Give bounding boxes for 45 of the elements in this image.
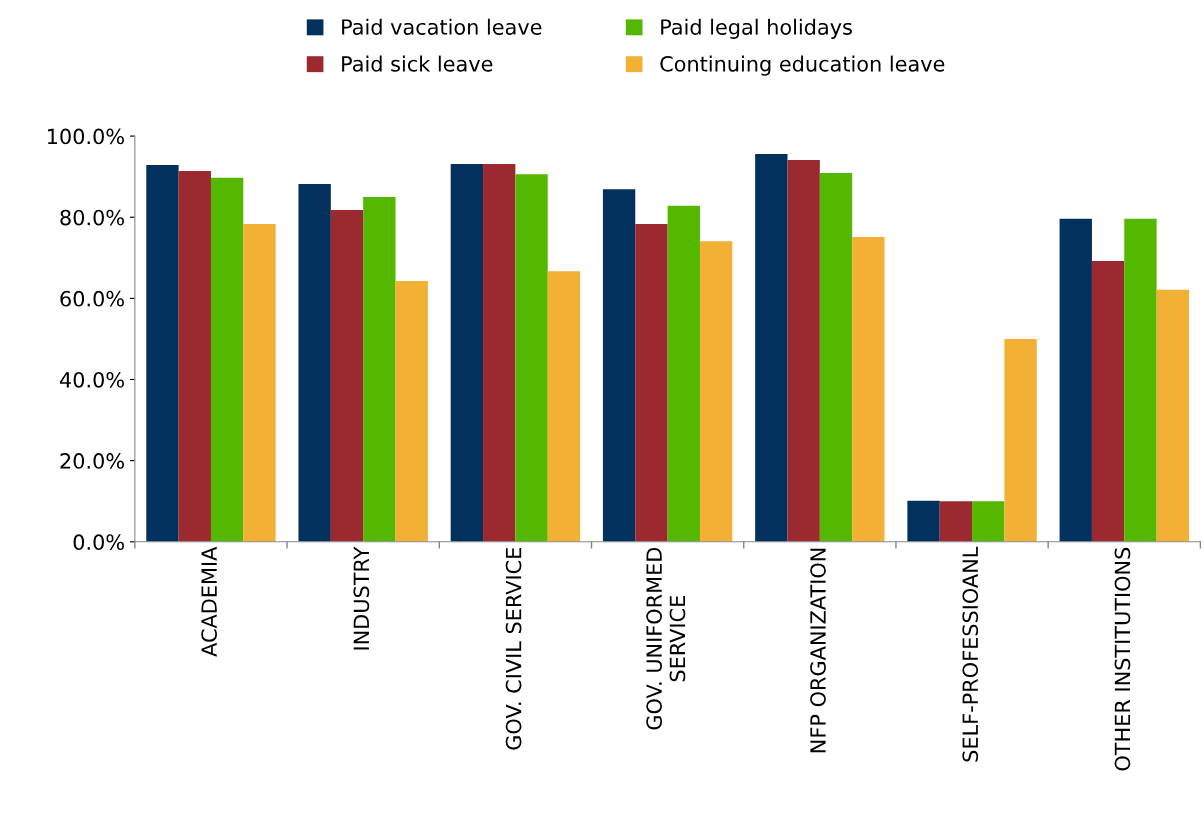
- legend-label: Paid legal holidays: [661, 18, 852, 39]
- bar: [755, 153, 788, 542]
- bar: [852, 237, 885, 542]
- bar: [602, 189, 636, 542]
- bar: [146, 164, 179, 542]
- bar: [483, 164, 516, 542]
- bar: [298, 183, 331, 542]
- bar: [1124, 218, 1157, 542]
- legend-label: Continuing education leave: [660, 55, 945, 76]
- bar: [1059, 218, 1092, 542]
- y-tick-label: 20.0%: [60, 453, 124, 469]
- y-tick-label: 0.0%: [73, 534, 124, 551]
- bar: [819, 173, 853, 542]
- bar: [699, 241, 733, 542]
- bar: [547, 271, 581, 542]
- legend-label: Paid vacation leave: [342, 18, 542, 35]
- bar: [243, 224, 276, 542]
- bar: [178, 170, 211, 542]
- y-tick-label: 40.0%: [59, 371, 124, 388]
- bar: [210, 177, 244, 542]
- bar: [515, 174, 548, 542]
- y-tick-label: 100.0%: [47, 128, 124, 145]
- bar: [330, 209, 364, 542]
- x-tick-label: ACADEMIA: [201, 546, 217, 657]
- bar: [395, 280, 428, 542]
- bar: [450, 164, 484, 542]
- bar: [363, 196, 396, 542]
- x-tick-label: NFP ORGANIZATION: [810, 548, 826, 753]
- bar: [907, 500, 940, 542]
- bar: [787, 160, 820, 542]
- bar: [1091, 261, 1125, 542]
- x-tick-label: GOV. UNIFORMED SERVICE: [646, 547, 686, 730]
- y-tick-label: 80.0%: [60, 209, 124, 226]
- x-tick-label: OTHER INSTITUTIONS: [1114, 547, 1131, 771]
- bar: [1004, 338, 1037, 542]
- legend-label: Paid sick leave: [342, 55, 493, 72]
- x-tick-label: GOV. CIVIL SERVICE: [505, 548, 522, 750]
- x-tick-label: SELF-PROFESSIOANL: [962, 546, 979, 762]
- bar: [939, 501, 973, 542]
- bar: [635, 224, 668, 542]
- y-tick-label: 60.0%: [60, 290, 124, 307]
- bar: [972, 501, 1005, 542]
- bar: [667, 205, 700, 542]
- bar: [1156, 289, 1189, 542]
- x-tick-label: INDUSTRY: [353, 546, 370, 650]
